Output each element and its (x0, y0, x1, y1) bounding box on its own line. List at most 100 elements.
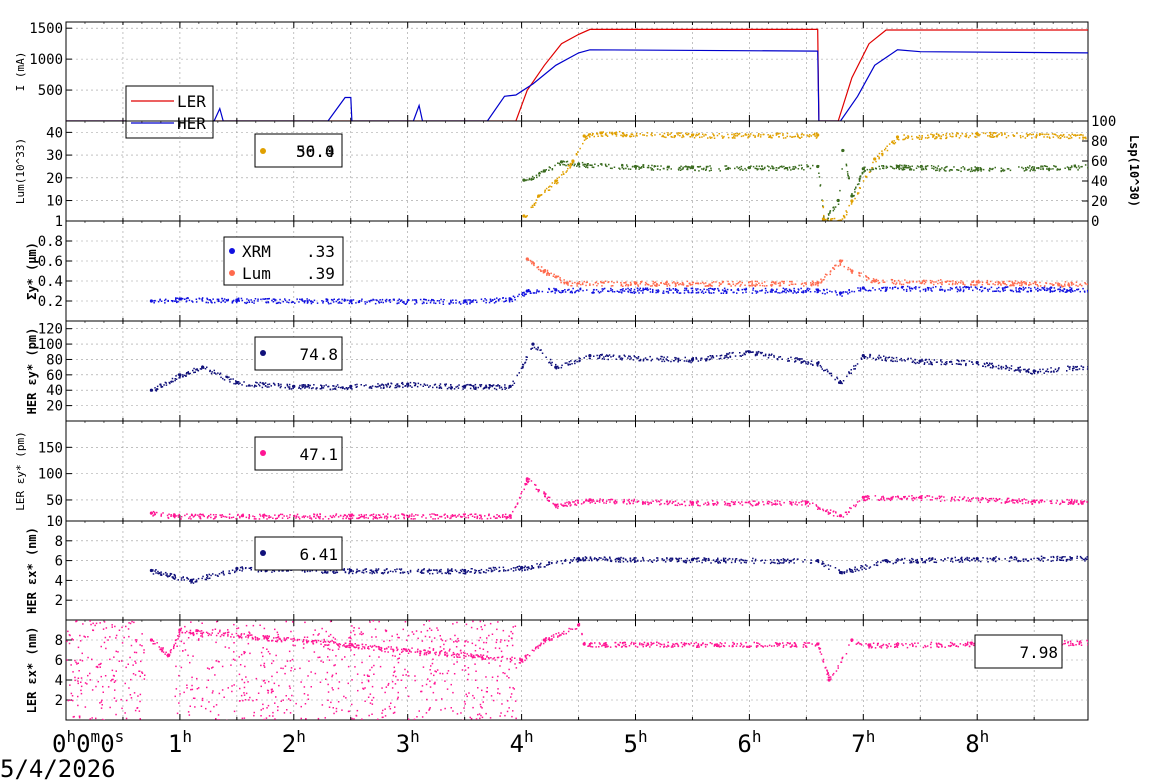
data-dot (703, 288, 705, 290)
data-dot (259, 513, 261, 516)
data-dot (614, 502, 616, 505)
data-dot (599, 355, 601, 358)
data-dot (793, 287, 795, 290)
data-dot (1075, 368, 1077, 371)
data-dot (591, 134, 593, 136)
data-dot (922, 360, 924, 362)
data-dot (1053, 290, 1055, 292)
data-dot (193, 367, 195, 370)
data-dot (728, 502, 730, 505)
data-dot (442, 303, 445, 305)
data-dot (881, 359, 883, 361)
data-dot (350, 385, 353, 387)
data-dot (444, 517, 446, 519)
data-dot (933, 165, 935, 168)
data-dot (1039, 132, 1041, 135)
data-dot (930, 362, 932, 364)
data-dot (1070, 166, 1072, 169)
data-dot (931, 167, 933, 169)
data-dot (865, 289, 867, 292)
data-dot (560, 291, 562, 294)
data-dot (652, 169, 655, 171)
data-dot (890, 279, 893, 281)
data-dot (826, 291, 828, 294)
data-dot (905, 165, 907, 168)
data-dot (995, 365, 997, 368)
data-dot (360, 300, 363, 302)
data-dot (695, 358, 698, 360)
data-dot (292, 385, 294, 388)
data-dot (600, 135, 603, 137)
data-dot (785, 288, 788, 290)
data-dot (601, 354, 603, 356)
data-dot (863, 496, 865, 499)
data-dot (687, 133, 690, 135)
data-dot (409, 385, 412, 387)
data-dot (565, 164, 567, 167)
data-dot (464, 301, 466, 304)
data-dot (903, 166, 906, 168)
data-dot (511, 298, 513, 301)
data-dot (686, 280, 689, 283)
data-dot (469, 387, 472, 390)
data-dot (988, 132, 991, 134)
data-dot (529, 178, 531, 181)
data-dot (939, 289, 941, 291)
data-dot (684, 504, 687, 507)
data-dot (473, 385, 475, 388)
data-dot (710, 292, 713, 294)
data-dot (585, 281, 588, 284)
data-dot (1091, 282, 1093, 284)
data-dot (707, 165, 709, 168)
data-dot (611, 290, 614, 293)
data-dot (992, 167, 994, 170)
data-dot (920, 165, 922, 167)
data-dot (633, 281, 635, 283)
data-dot (911, 497, 913, 500)
data-dot (682, 136, 685, 138)
data-dot (606, 354, 608, 356)
data-dot (510, 517, 512, 519)
data-dot (623, 354, 625, 356)
data-dot (903, 138, 905, 141)
data-dot (755, 353, 758, 355)
data-dot (671, 502, 673, 505)
data-dot (529, 259, 532, 262)
data-dot (437, 517, 439, 520)
data-dot (278, 301, 280, 304)
data-dot (1028, 286, 1030, 289)
data-dot (570, 290, 572, 293)
data-dot (384, 515, 386, 518)
data-dot (730, 501, 733, 503)
data-dot (1072, 369, 1074, 372)
data-dot (578, 282, 580, 285)
data-dot (569, 363, 571, 366)
data-dot (931, 363, 933, 366)
data-dot (760, 134, 762, 136)
data-dot (805, 361, 807, 363)
data-dot (716, 502, 719, 505)
data-dot (365, 384, 367, 386)
data-dot (781, 358, 783, 360)
data-dot (907, 357, 909, 360)
data-dot (548, 288, 551, 291)
data-dot (177, 300, 179, 303)
data-dot (493, 298, 496, 300)
data-dot (971, 170, 974, 172)
data-dot (255, 518, 257, 520)
data-dot (1055, 134, 1057, 136)
data-dot (756, 290, 758, 293)
data-dot (1030, 133, 1033, 136)
data-dot (982, 168, 985, 171)
data-dot (965, 364, 967, 367)
data-dot (1002, 290, 1005, 292)
data-dot (1021, 502, 1024, 505)
data-dot (848, 372, 851, 375)
data-dot (692, 281, 695, 284)
data-dot (1081, 284, 1083, 287)
data-dot (377, 514, 380, 516)
data-dot (1025, 133, 1028, 135)
data-dot (630, 288, 632, 290)
data-dot (843, 216, 846, 219)
data-dot (521, 293, 523, 295)
